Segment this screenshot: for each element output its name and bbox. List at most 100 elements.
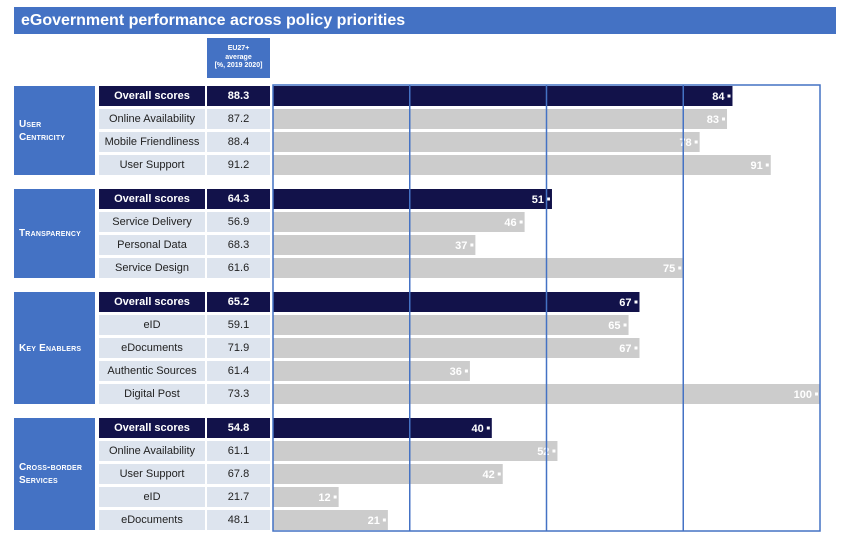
- row-average-value: 61.6: [207, 258, 270, 278]
- row-average-value: 67.8: [207, 464, 270, 484]
- indicator-bar: [273, 155, 771, 175]
- row-label: eID: [99, 487, 205, 507]
- bar-end-marker: [623, 323, 627, 327]
- row-average-value: 21.7: [207, 487, 270, 507]
- group-label-line: User: [19, 118, 42, 130]
- average-header-line-3: [%, 2019 2020]: [214, 62, 263, 70]
- bar-value-label: 51: [532, 194, 544, 206]
- indicator-bar: [273, 212, 525, 232]
- indicator-bar: [273, 109, 728, 129]
- average-header-line-2: average: [225, 53, 252, 61]
- bar-end-marker: [470, 243, 474, 247]
- indicator-bar: [273, 464, 503, 484]
- bar-value-label: 12: [318, 492, 330, 504]
- row-label: eDocuments: [99, 338, 205, 358]
- row-average-value: 48.1: [207, 510, 270, 530]
- row-label: Personal Data: [99, 235, 205, 255]
- bar-end-marker: [382, 518, 386, 522]
- overall-score-bar: [273, 86, 733, 106]
- group-label: User Centricity: [14, 86, 95, 175]
- row-label: Online Availability: [99, 441, 205, 461]
- bar-end-marker: [722, 117, 726, 121]
- row-label: User Support: [99, 155, 205, 175]
- row-label: Online Availability: [99, 109, 205, 129]
- group-label-line: Transparency: [19, 228, 82, 239]
- bar-end-marker: [497, 472, 501, 476]
- bar-value-label: 21: [368, 515, 380, 527]
- bar-end-marker: [333, 495, 337, 499]
- row-average-value: 64.3: [207, 189, 270, 209]
- bar-value-label: 36: [450, 366, 462, 378]
- row-label: eID: [99, 315, 205, 335]
- bar-value-label: 84: [712, 91, 725, 103]
- overall-score-bar: [273, 292, 640, 312]
- row-label: eDocuments: [99, 510, 205, 530]
- row-average-value: 71.9: [207, 338, 270, 358]
- group-label-line: Services: [19, 475, 58, 486]
- indicator-bar: [273, 441, 558, 461]
- bar-value-label: 67: [619, 297, 631, 309]
- bar-end-marker: [486, 426, 490, 430]
- row-label: Overall scores: [99, 418, 205, 438]
- row-label: Overall scores: [99, 292, 205, 312]
- overall-score-bar: [273, 189, 552, 209]
- group-label-line: Key Enablers: [19, 342, 82, 354]
- group-label-line: Centricity: [19, 131, 66, 143]
- bar-end-marker: [694, 140, 698, 144]
- row-average-value: 87.2: [207, 109, 270, 129]
- bar-value-label: 78: [679, 137, 691, 149]
- row-average-value: 61.1: [207, 441, 270, 461]
- row-label: Overall scores: [99, 86, 205, 106]
- indicator-bar: [273, 510, 388, 530]
- average-column-header: EU27+ average [%, 2019 2020]: [207, 38, 270, 78]
- row-label: Digital Post: [99, 384, 205, 404]
- bar-end-marker: [519, 220, 523, 224]
- bar-end-marker: [464, 369, 468, 373]
- bar-end-marker: [727, 94, 731, 98]
- bar-value-label: 91: [751, 160, 763, 172]
- row-label: Mobile Friendliness: [99, 132, 205, 152]
- bar-value-label: 46: [504, 217, 516, 229]
- bar-end-marker: [634, 300, 638, 304]
- row-average-value: 59.1: [207, 315, 270, 335]
- bar-end-marker: [678, 266, 682, 270]
- indicator-bar: [273, 235, 476, 255]
- bar-end-marker: [815, 392, 818, 396]
- overall-score-bar: [273, 418, 492, 438]
- bar-end-marker: [765, 163, 769, 167]
- bar-value-label: 67: [619, 343, 631, 355]
- row-average-value: 68.3: [207, 235, 270, 255]
- group-label: Transparency: [14, 189, 95, 278]
- chart-title: eGovernment performance across policy pr…: [14, 7, 836, 34]
- indicator-bar: [273, 258, 684, 278]
- bar-end-marker: [552, 449, 556, 453]
- bar-value-label: 40: [472, 423, 484, 435]
- group-label: Key Enablers: [14, 292, 95, 404]
- row-label: Authentic Sources: [99, 361, 205, 381]
- row-average-value: 88.4: [207, 132, 270, 152]
- bar-value-label: 83: [707, 114, 719, 126]
- bar-value-label: 65: [608, 320, 620, 332]
- group-label-line: Cross-border: [19, 462, 83, 473]
- row-average-value: 65.2: [207, 292, 270, 312]
- row-label: Service Delivery: [99, 212, 205, 232]
- indicator-bar: [273, 315, 629, 335]
- average-header-line-1: EU27+: [227, 45, 250, 53]
- row-average-value: 73.3: [207, 384, 270, 404]
- bar-value-label: 75: [663, 263, 675, 275]
- row-label: User Support: [99, 464, 205, 484]
- row-average-value: 56.9: [207, 212, 270, 232]
- bar-value-label: 42: [482, 469, 494, 481]
- row-average-value: 88.3: [207, 86, 270, 106]
- group-label: Cross-border Services: [14, 418, 95, 530]
- bar-end-marker: [546, 197, 550, 201]
- bar-value-label: 52: [537, 446, 549, 458]
- row-average-value: 91.2: [207, 155, 270, 175]
- bar-value-label: 37: [455, 240, 467, 252]
- indicator-bar: [273, 132, 700, 152]
- row-average-value: 54.8: [207, 418, 270, 438]
- indicator-bar: [273, 487, 339, 507]
- bar-end-marker: [634, 346, 638, 350]
- row-average-value: 61.4: [207, 361, 270, 381]
